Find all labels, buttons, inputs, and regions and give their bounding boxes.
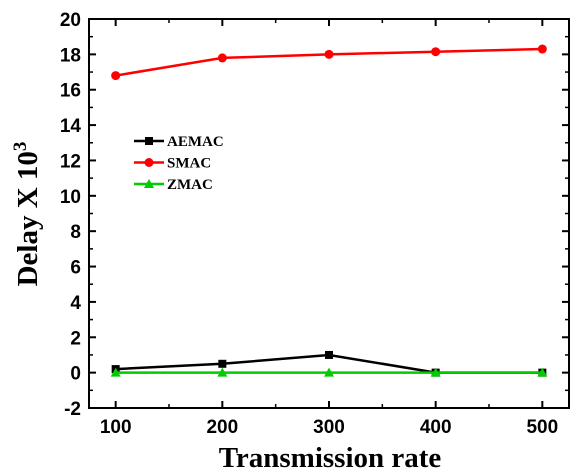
x-tick-label: 500 bbox=[526, 417, 558, 438]
data-point-zmac bbox=[537, 367, 548, 377]
data-point-smac bbox=[111, 71, 121, 81]
y-tick-label: 12 bbox=[60, 151, 81, 172]
plot-frame bbox=[88, 18, 570, 409]
data-point-aemac bbox=[218, 359, 227, 368]
data-point-smac bbox=[217, 53, 227, 63]
x-tick-label: 200 bbox=[206, 417, 238, 438]
legend-marker-smac bbox=[144, 158, 154, 167]
x-tick-label: 300 bbox=[313, 417, 345, 438]
data-point-smac bbox=[431, 47, 441, 57]
data-point-smac bbox=[324, 49, 334, 59]
legend-marker-aemac bbox=[145, 137, 153, 145]
y-axis-title: Delay X 103 bbox=[10, 142, 44, 287]
y-tick-label: 2 bbox=[70, 328, 81, 349]
data-point-zmac bbox=[217, 367, 228, 377]
data-point-aemac bbox=[325, 350, 333, 359]
data-point-zmac bbox=[324, 367, 334, 377]
legend-marker-zmac bbox=[144, 179, 154, 188]
plot-area: -2 0 2 4 6 8 10 12 14 16 18 20 100 200 300 400 500 AEMAC S… bbox=[60, 10, 570, 438]
y-tick-label: 10 bbox=[60, 187, 81, 208]
y-tick-label: 16 bbox=[60, 81, 81, 102]
svg-text:Delay X 103: Delay X 103 bbox=[10, 142, 44, 287]
legend-label-aemac: AEMAC bbox=[167, 134, 224, 150]
y-tick-label: 18 bbox=[60, 45, 81, 66]
x-tick-label: 100 bbox=[100, 417, 132, 438]
y-axis-title-superscript: 3 bbox=[10, 142, 31, 152]
y-tick-label: 0 bbox=[70, 364, 81, 385]
legend-label-zmac: ZMAC bbox=[167, 177, 213, 193]
x-axis-title: Transmission rate bbox=[219, 442, 442, 473]
legend: AEMAC SMAC ZMAC bbox=[134, 134, 224, 193]
y-tick-label: 20 bbox=[60, 10, 81, 31]
data-point-smac bbox=[537, 44, 547, 54]
y-axis-title-main: Delay X 10 bbox=[12, 151, 44, 286]
y-tick-label: 8 bbox=[70, 222, 81, 243]
y-tick-label: -2 bbox=[64, 399, 81, 420]
data-point-zmac bbox=[110, 367, 121, 377]
y-tick-label: 14 bbox=[60, 116, 82, 137]
x-tick-label: 400 bbox=[420, 417, 452, 438]
y-tick-label: 4 bbox=[70, 293, 81, 314]
legend-label-smac: SMAC bbox=[167, 156, 211, 172]
y-tick-label: 6 bbox=[70, 258, 81, 279]
data-point-zmac bbox=[430, 367, 441, 377]
